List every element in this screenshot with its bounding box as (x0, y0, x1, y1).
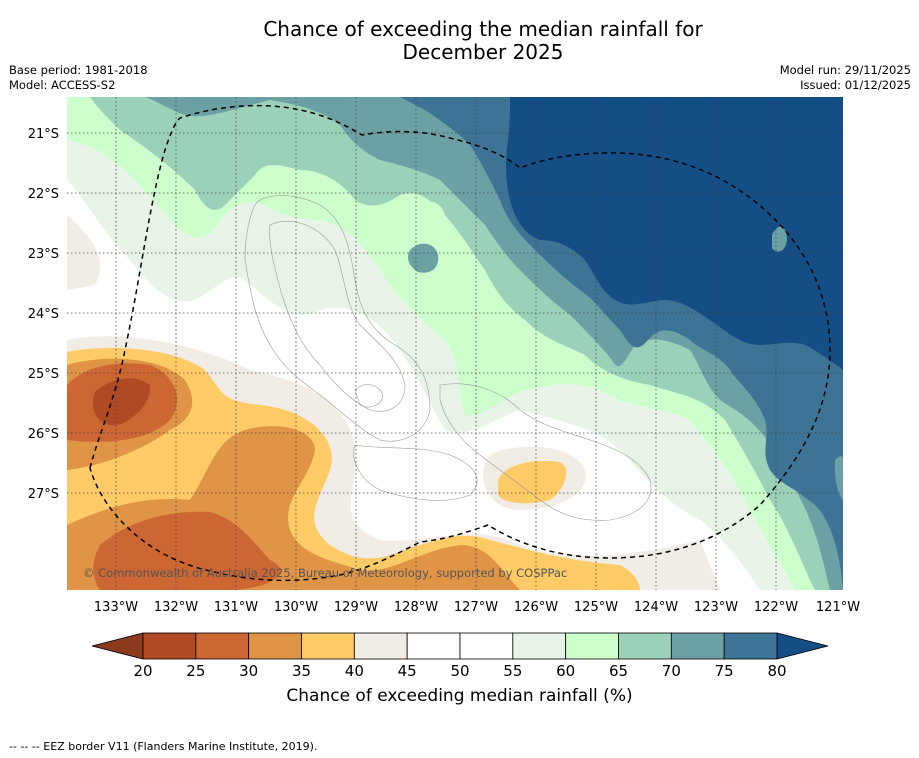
model-run: Model run: 29/11/2025 (779, 63, 911, 77)
colorbar-segment (723, 632, 778, 660)
lat-label: 27°S (28, 487, 59, 502)
colorbar-segment (618, 632, 672, 660)
colorbar-tick-label: 75 (715, 662, 734, 680)
colorbar-tick-label: 65 (609, 662, 628, 680)
eez-border (89, 104, 831, 582)
contour-70-75-patch (407, 243, 439, 273)
colorbar-segment (512, 632, 567, 660)
colorbar-tick-label: 45 (398, 662, 417, 680)
copyright-text: © Commonwealth of Australia 2025, Bureau… (83, 566, 567, 580)
colorbar-tick-label: 35 (292, 662, 311, 680)
lon-label: 128°W (394, 600, 438, 615)
colorbar-segment (301, 632, 355, 660)
base-period: Base period: 1981-2018 (9, 63, 148, 77)
lat-label: 26°S (28, 427, 59, 442)
colorbar-tick-label: 20 (133, 662, 152, 680)
colorbar-high-extension (776, 632, 829, 660)
lon-label: 122°W (754, 600, 798, 615)
lon-label: 131°W (214, 600, 258, 615)
issued-date: Issued: 01/12/2025 (800, 78, 911, 92)
contour-above-80 (505, 97, 843, 370)
lon-label: 130°W (274, 600, 318, 615)
colorbar-segment (406, 632, 461, 660)
eez-legend: -- -- -- EEZ border V11 (Flanders Marine… (9, 740, 318, 753)
colorbar-tick-label: 80 (767, 662, 786, 680)
run-info: Model run: 29/11/2025 Issued: 01/12/2025 (780, 63, 911, 93)
lon-label: 125°W (574, 600, 618, 615)
contour-65-70-hole (418, 201, 447, 242)
title-line-1: Chance of exceeding the median rainfall … (263, 17, 703, 41)
lat-label: 21°S (28, 127, 59, 142)
lon-label: 133°W (94, 600, 138, 615)
contour-25-30-south (93, 511, 281, 590)
colorbar-segment (670, 632, 725, 660)
lat-label: 25°S (28, 367, 59, 382)
lon-label: 132°W (154, 600, 198, 615)
latitude-labels: 21°S 22°S 23°S 24°S 25°S 26°S 27°S (28, 127, 59, 502)
model-name: Model: ACCESS-S2 (9, 78, 116, 92)
longitude-labels: 133°W 132°W 131°W 130°W 129°W 128°W 127°… (94, 600, 860, 615)
lon-label: 123°W (694, 600, 738, 615)
colorbar-segment (459, 632, 514, 660)
lat-label: 22°S (28, 187, 59, 202)
lat-label: 23°S (28, 247, 59, 262)
colorbar-tick-label: 70 (662, 662, 681, 680)
map-plot-area: © Commonwealth of Australia 2025, Bureau… (67, 97, 843, 590)
colorbar-segment (353, 632, 408, 660)
lat-label: 24°S (28, 307, 59, 322)
colorbar-segment (248, 632, 302, 660)
lon-label: 121°W (816, 600, 860, 615)
colorbar-tick-label: 25 (186, 662, 205, 680)
lon-label: 124°W (634, 600, 678, 615)
contour-40-45-west (67, 215, 101, 290)
colorbar-segment (195, 632, 250, 660)
lon-label: 127°W (454, 600, 498, 615)
colorbar-segment (565, 632, 619, 660)
colorbar-tick-label: 40 (345, 662, 364, 680)
colorbar-tick-label: 50 (450, 662, 469, 680)
contour-eastern-edge (834, 456, 843, 500)
map-title: Chance of exceeding the median rainfall … (0, 18, 919, 64)
title-line-2: December 2025 (402, 40, 564, 64)
lon-label: 126°W (514, 600, 558, 615)
contour-above-80-east (766, 421, 843, 520)
colorbar-segment (142, 632, 197, 660)
colorbar-tick-label: 30 (239, 662, 258, 680)
colorbar: 20 25 30 35 40 45 50 55 60 65 70 75 80 (91, 632, 829, 680)
lon-label: 129°W (334, 600, 378, 615)
colorbar-title: Chance of exceeding median rainfall (%) (286, 686, 633, 706)
colorbar-tick-label: 55 (503, 662, 522, 680)
colorbar-tick-label: 60 (556, 662, 575, 680)
model-info: Base period: 1981-2018 Model: ACCESS-S2 (9, 63, 148, 93)
graticule (67, 97, 843, 590)
colorbar-low-extension (91, 632, 144, 660)
